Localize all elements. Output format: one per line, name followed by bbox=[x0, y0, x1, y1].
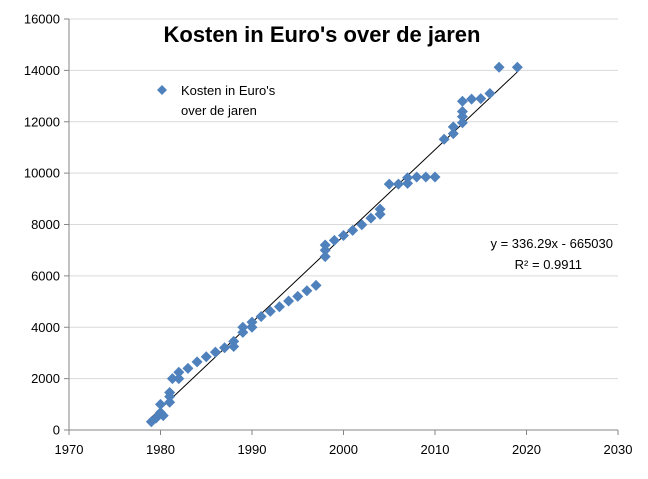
chart-title: Kosten in Euro's over de jaren bbox=[164, 22, 481, 47]
data-point bbox=[255, 310, 267, 322]
data-point bbox=[420, 171, 432, 183]
x-tick-label: 1980 bbox=[146, 442, 175, 457]
data-point bbox=[447, 128, 459, 140]
data-point bbox=[164, 386, 176, 398]
data-point bbox=[200, 351, 212, 363]
data-point bbox=[246, 316, 258, 328]
trendline-equation: y = 336.29x - 665030 bbox=[490, 236, 613, 251]
data-point bbox=[438, 133, 450, 145]
x-tick-label: 2000 bbox=[329, 442, 358, 457]
data-points bbox=[145, 61, 523, 428]
data-point bbox=[447, 121, 459, 133]
data-point bbox=[155, 398, 166, 410]
data-point bbox=[182, 362, 194, 374]
y-tick-label: 2000 bbox=[31, 371, 60, 386]
y-tick-label: 0 bbox=[53, 423, 60, 438]
x-tick-label: 2020 bbox=[512, 442, 541, 457]
data-point bbox=[383, 178, 395, 190]
legend-label-line-1: Kosten in Euro's bbox=[181, 83, 276, 98]
data-point bbox=[365, 212, 377, 224]
y-tick-label: 4000 bbox=[31, 320, 60, 335]
data-point bbox=[164, 396, 176, 408]
y-tick-label: 12000 bbox=[24, 114, 60, 129]
legend-marker-icon bbox=[157, 85, 167, 95]
data-point bbox=[484, 87, 496, 99]
data-point bbox=[466, 93, 478, 105]
data-point bbox=[456, 117, 468, 129]
trendline-r-squared: R² = 0.9911 bbox=[515, 257, 582, 272]
data-point bbox=[292, 290, 304, 302]
data-point bbox=[283, 295, 295, 307]
data-point bbox=[273, 301, 285, 313]
data-point bbox=[319, 239, 331, 251]
y-tick-label: 14000 bbox=[24, 63, 60, 78]
gridlines bbox=[69, 18, 618, 380]
data-point bbox=[374, 203, 386, 215]
legend: Kosten in Euro's over de jaren bbox=[157, 83, 276, 118]
data-point bbox=[228, 335, 240, 347]
data-point bbox=[328, 234, 340, 246]
data-point bbox=[237, 321, 249, 333]
data-point bbox=[402, 172, 414, 184]
data-point bbox=[338, 230, 349, 242]
y-tick-label: 16000 bbox=[24, 12, 60, 27]
data-point bbox=[356, 219, 368, 231]
axes: 0 2000 4000 6000 8000 10000 12000 14000 16000 197… bbox=[24, 12, 633, 458]
data-point bbox=[429, 171, 441, 183]
data-point bbox=[173, 366, 185, 378]
legend-label-line-2: over de jaren bbox=[181, 103, 257, 118]
y-tick-label: 8000 bbox=[31, 217, 60, 232]
x-tick-label: 1970 bbox=[55, 442, 84, 457]
data-point bbox=[173, 373, 185, 385]
data-point bbox=[209, 346, 221, 358]
x-tick-label: 2030 bbox=[604, 442, 633, 457]
data-point bbox=[493, 61, 505, 73]
data-point bbox=[475, 93, 487, 105]
data-point bbox=[191, 356, 203, 368]
data-point bbox=[402, 177, 414, 189]
data-point bbox=[511, 61, 523, 73]
x-tick-label: 1990 bbox=[238, 442, 267, 457]
data-point bbox=[157, 410, 169, 422]
data-point bbox=[166, 373, 178, 385]
y-tick-label: 6000 bbox=[31, 268, 60, 283]
data-point bbox=[392, 178, 404, 190]
data-point bbox=[456, 95, 468, 107]
data-point bbox=[219, 342, 231, 354]
data-point bbox=[347, 224, 359, 236]
y-tick-label: 10000 bbox=[24, 166, 60, 181]
data-point bbox=[310, 279, 322, 291]
data-point bbox=[411, 171, 423, 183]
data-point bbox=[301, 285, 313, 297]
x-tick-label: 2010 bbox=[421, 442, 450, 457]
data-point bbox=[456, 105, 468, 117]
data-point bbox=[319, 251, 331, 263]
data-point bbox=[264, 305, 276, 317]
